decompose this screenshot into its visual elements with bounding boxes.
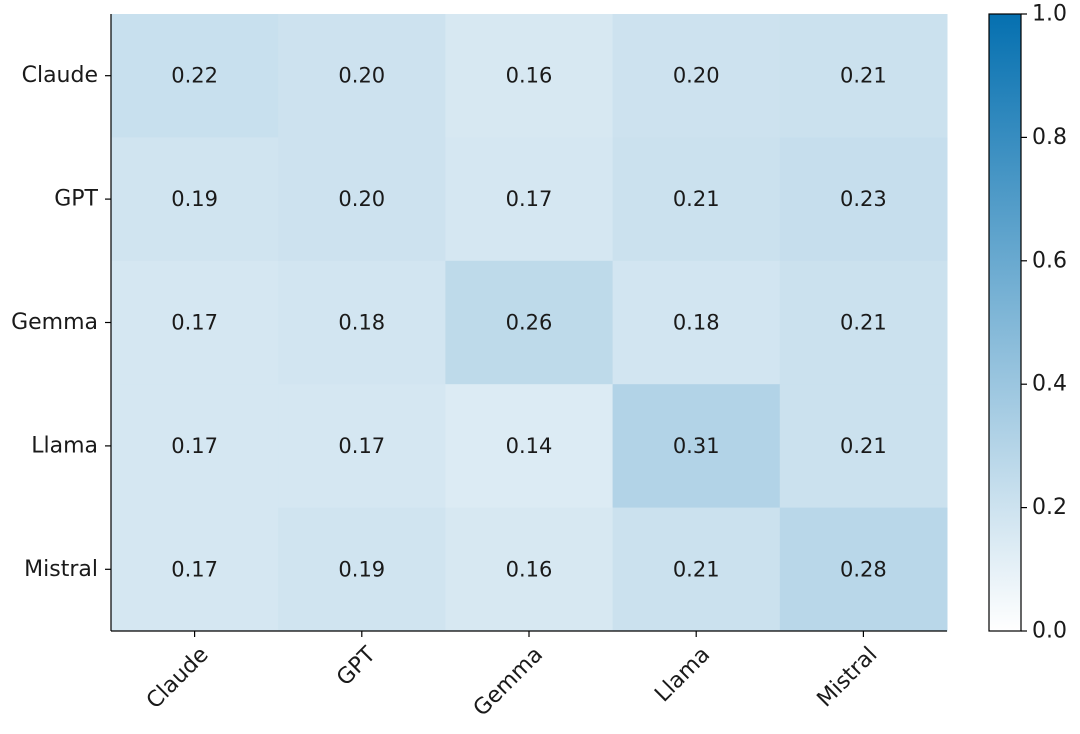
colorbar-tick-label: 0.8 (1032, 125, 1067, 150)
cell-value-label: 0.21 (840, 311, 887, 335)
x-tick-label: Gemma (469, 642, 548, 721)
x-tick-label: Llama (650, 642, 715, 707)
heatmap-cell (779, 507, 948, 632)
heatmap-cell (278, 507, 446, 632)
y-axis-ticks: Claude GPT Gemma Llama Mistral (11, 63, 111, 582)
heatmap-cell (612, 137, 781, 262)
heatmap-cell (612, 507, 781, 632)
heatmap-cell (779, 137, 948, 262)
cell-value-label: 0.17 (171, 311, 218, 335)
colorbar: 0.0 0.2 0.4 0.6 0.8 1.0 (988, 2, 1067, 644)
heatmap-cell (111, 384, 279, 509)
heatmap-cell (612, 260, 781, 385)
x-axis-ticks: Claude GPT Gemma Llama Mistral (142, 631, 883, 721)
cell-value-label: 0.23 (840, 187, 887, 211)
y-tick-label: Gemma (11, 310, 98, 335)
heatmap-cell (779, 14, 948, 138)
x-tick-label: GPT (332, 642, 381, 691)
cell-value-label: 0.21 (840, 434, 887, 458)
cell-value-label: 0.17 (171, 557, 218, 581)
heatmap-cell (445, 260, 614, 385)
x-tick-label: Mistral (813, 642, 883, 712)
y-tick-label: Mistral (24, 557, 98, 582)
cell-value-label: 0.18 (338, 311, 385, 335)
heatmap-cell (445, 384, 614, 509)
cell-value-label: 0.21 (673, 557, 720, 581)
cell-value-label: 0.22 (171, 64, 218, 88)
heatmap-cell (445, 137, 614, 262)
cell-value-label: 0.16 (506, 557, 553, 581)
cell-value-label: 0.17 (506, 187, 553, 211)
heatmap-cell (278, 14, 446, 138)
heatmap-cell (111, 507, 279, 632)
y-tick-label: Claude (22, 63, 98, 88)
y-tick-label: Llama (31, 433, 98, 458)
heatmap-cell (612, 14, 781, 138)
heatmap-cell (612, 384, 781, 509)
heatmap-cell (445, 507, 614, 632)
cell-value-label: 0.21 (673, 187, 720, 211)
heatmap-cell (111, 260, 279, 385)
heatmap-cell (278, 384, 446, 509)
cell-value-label: 0.31 (673, 434, 720, 458)
heatmap-cell (779, 384, 948, 509)
colorbar-tick-label: 1.0 (1032, 2, 1067, 27)
cell-value-label: 0.19 (338, 557, 385, 581)
colorbar-tick-label: 0.6 (1032, 248, 1067, 273)
cell-value-label: 0.17 (338, 434, 385, 458)
cell-value-label: 0.20 (673, 64, 720, 88)
cell-value-label: 0.19 (171, 187, 218, 211)
colorbar-tick-label: 0.2 (1032, 495, 1067, 520)
colorbar-tick-label: 0.0 (1032, 619, 1067, 644)
cell-value-label: 0.20 (338, 187, 385, 211)
heatmap-cell (111, 137, 279, 262)
cell-value-label: 0.26 (506, 311, 553, 335)
cell-value-label: 0.16 (506, 64, 553, 88)
heatmap-cell (111, 14, 279, 138)
x-tick-label: Claude (142, 642, 214, 714)
cell-value-label: 0.17 (171, 434, 218, 458)
heatmap-cells (111, 14, 948, 632)
y-tick-label: GPT (54, 187, 98, 212)
colorbar-gradient (988, 13, 1022, 632)
heatmap-cell (278, 137, 446, 262)
cell-value-labels: 0.22 0.20 0.16 0.20 0.21 0.19 0.20 0.17 0.21 0.23… (171, 64, 887, 582)
heatmap-cell (445, 14, 614, 138)
cell-value-label: 0.28 (840, 557, 887, 581)
cell-value-label: 0.20 (338, 64, 385, 88)
cell-value-label: 0.18 (673, 311, 720, 335)
cell-value-label: 0.14 (506, 434, 553, 458)
cell-value-label: 0.21 (840, 64, 887, 88)
heatmap-cell (278, 260, 446, 385)
heatmap-cell (779, 260, 948, 385)
colorbar-tick-label: 0.4 (1032, 372, 1067, 397)
